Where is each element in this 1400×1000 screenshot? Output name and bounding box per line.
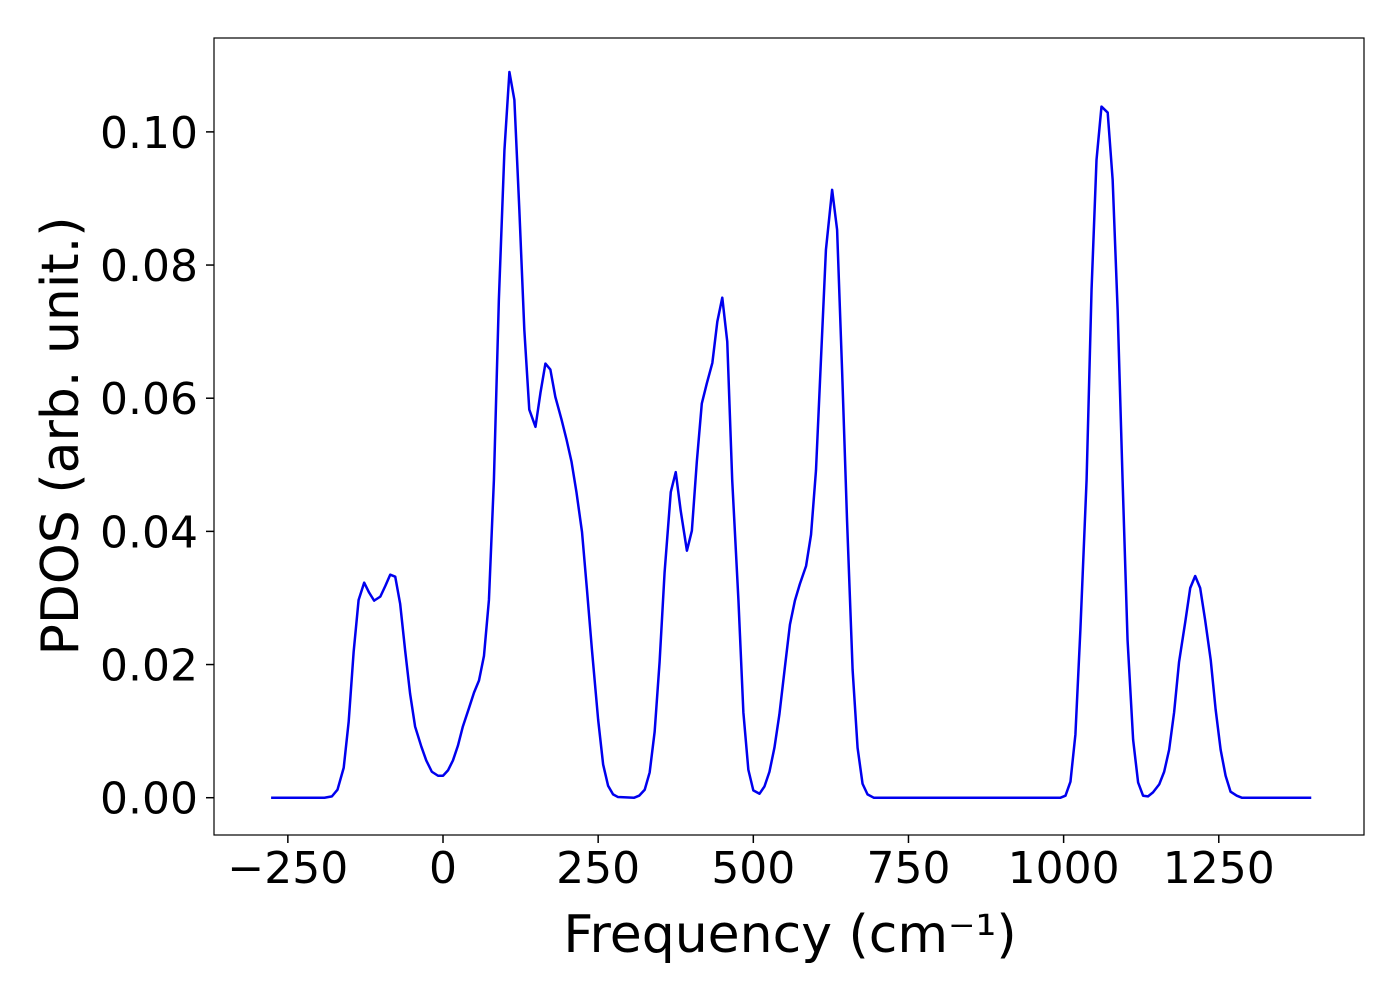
y-tick-label: 0.04 [100,507,198,558]
plot-frame [213,37,1365,836]
x-tick-label: 1000 [1008,843,1120,894]
y-axis-label: PDOS (arb. unit.) [31,216,91,655]
x-tick-label: 250 [556,843,640,894]
x-tick-label: −250 [227,843,348,894]
data-line [271,70,1312,799]
y-tick-label: 0.02 [100,641,198,692]
y-tick-label: 0.06 [100,374,198,425]
x-tick-label: 0 [429,843,457,894]
x-tick-label: 1250 [1163,843,1275,894]
y-tick-label: 0.08 [100,241,198,292]
x-tick-label: 750 [866,843,950,894]
y-tick-label: 0.10 [100,108,198,159]
x-axis-label: Frequency (cm⁻¹) [563,905,1016,965]
y-tick-label: 0.00 [100,774,198,825]
x-tick-label: 500 [711,843,795,894]
